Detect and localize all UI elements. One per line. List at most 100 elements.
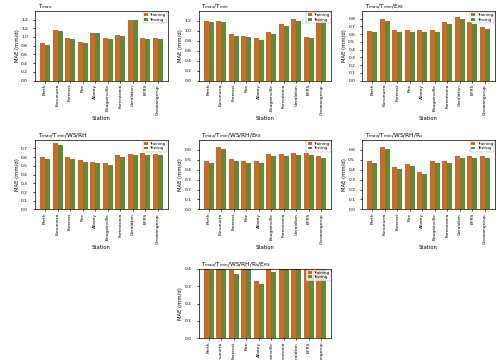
Bar — [309, 38, 314, 81]
Bar — [221, 249, 226, 338]
Bar — [228, 34, 234, 81]
Text: T$_{max}$/T$_{min}$/WS/RH/E$_{RS}$: T$_{max}$/T$_{min}$/WS/RH/E$_{RS}$ — [201, 131, 262, 140]
Bar — [153, 154, 158, 210]
Bar — [95, 163, 100, 210]
Bar — [442, 22, 448, 81]
Bar — [146, 39, 150, 81]
Bar — [304, 37, 309, 81]
Y-axis label: MAE (mm/d): MAE (mm/d) — [342, 29, 347, 62]
Bar — [284, 156, 289, 210]
Bar — [380, 19, 384, 81]
Legend: Training, Testing: Training, Testing — [306, 12, 330, 23]
Bar — [292, 153, 296, 210]
Bar — [254, 38, 258, 81]
Bar — [70, 159, 75, 210]
Bar — [367, 31, 372, 81]
Bar — [78, 160, 82, 210]
Bar — [448, 24, 452, 81]
Bar — [115, 35, 120, 81]
Bar — [304, 153, 309, 210]
Bar — [272, 272, 276, 338]
Bar — [485, 158, 490, 210]
Bar — [146, 154, 150, 210]
Bar — [52, 143, 58, 210]
Bar — [221, 22, 226, 81]
Bar — [254, 281, 258, 338]
Text: T$_{max}$/T$_{min}$/WS/RH: T$_{max}$/T$_{min}$/WS/RH — [38, 131, 88, 140]
Bar — [258, 40, 264, 81]
Bar — [422, 174, 428, 210]
Bar — [480, 27, 485, 81]
Bar — [65, 38, 70, 81]
Bar — [404, 30, 410, 81]
Bar — [435, 163, 440, 210]
Bar — [246, 269, 251, 338]
Bar — [102, 38, 108, 81]
Bar — [258, 163, 264, 210]
Text: T$_{max}$/T$_{min}$/E$_{RS}$: T$_{max}$/T$_{min}$/E$_{RS}$ — [365, 2, 404, 11]
Bar — [372, 163, 377, 210]
Bar — [455, 156, 460, 210]
Bar — [216, 147, 221, 210]
Bar — [384, 21, 390, 81]
X-axis label: Station: Station — [256, 116, 274, 121]
Bar — [158, 156, 163, 210]
Bar — [309, 155, 314, 210]
Bar — [208, 163, 214, 210]
Bar — [468, 156, 472, 210]
Bar — [404, 164, 410, 210]
Bar — [241, 36, 246, 81]
Bar — [279, 154, 284, 210]
Bar — [140, 38, 145, 81]
Bar — [272, 156, 276, 210]
Bar — [241, 161, 246, 210]
Bar — [58, 31, 62, 81]
Bar — [82, 44, 87, 81]
Bar — [296, 253, 302, 338]
Bar — [128, 154, 133, 210]
Bar — [70, 39, 75, 81]
Y-axis label: MAE (mm/d): MAE (mm/d) — [178, 29, 184, 62]
Bar — [115, 156, 120, 210]
Y-axis label: MAE (mm/d): MAE (mm/d) — [14, 158, 20, 191]
Bar — [316, 156, 322, 210]
Bar — [410, 166, 415, 210]
Bar — [228, 270, 234, 338]
Bar — [304, 255, 309, 338]
Bar — [234, 274, 238, 338]
Bar — [128, 19, 133, 81]
Y-axis label: MAE (mm/d): MAE (mm/d) — [178, 287, 184, 320]
Bar — [204, 267, 208, 338]
Bar — [133, 21, 138, 81]
Text: T$_{max}$/T$_{min}$: T$_{max}$/T$_{min}$ — [201, 2, 229, 11]
Bar — [158, 39, 163, 81]
Bar — [367, 161, 372, 210]
Text: T$_{max}$/T$_{min}$/WS/RH/R$_s$: T$_{max}$/T$_{min}$/WS/RH/R$_s$ — [365, 131, 423, 140]
Legend: Training, Testing: Training, Testing — [470, 12, 494, 23]
Bar — [322, 21, 326, 81]
Bar — [485, 28, 490, 81]
Text: T$_{max}$: T$_{max}$ — [38, 2, 52, 11]
Bar — [65, 157, 70, 210]
Bar — [246, 37, 251, 81]
Bar — [418, 30, 422, 81]
Bar — [442, 161, 448, 210]
Bar — [45, 45, 50, 81]
Bar — [254, 161, 258, 210]
Bar — [309, 258, 314, 338]
X-axis label: Station: Station — [419, 116, 438, 121]
Bar — [322, 262, 326, 338]
X-axis label: Station: Station — [256, 245, 274, 250]
Bar — [468, 22, 472, 81]
Bar — [204, 161, 208, 210]
Bar — [120, 157, 126, 210]
Bar — [397, 32, 402, 81]
Bar — [102, 163, 108, 210]
Bar — [234, 36, 238, 81]
Bar — [40, 157, 45, 210]
Bar — [258, 284, 264, 338]
Y-axis label: MAE (mm/d): MAE (mm/d) — [178, 158, 183, 191]
X-axis label: Station: Station — [92, 245, 111, 250]
Bar — [266, 154, 272, 210]
Bar — [292, 19, 296, 81]
